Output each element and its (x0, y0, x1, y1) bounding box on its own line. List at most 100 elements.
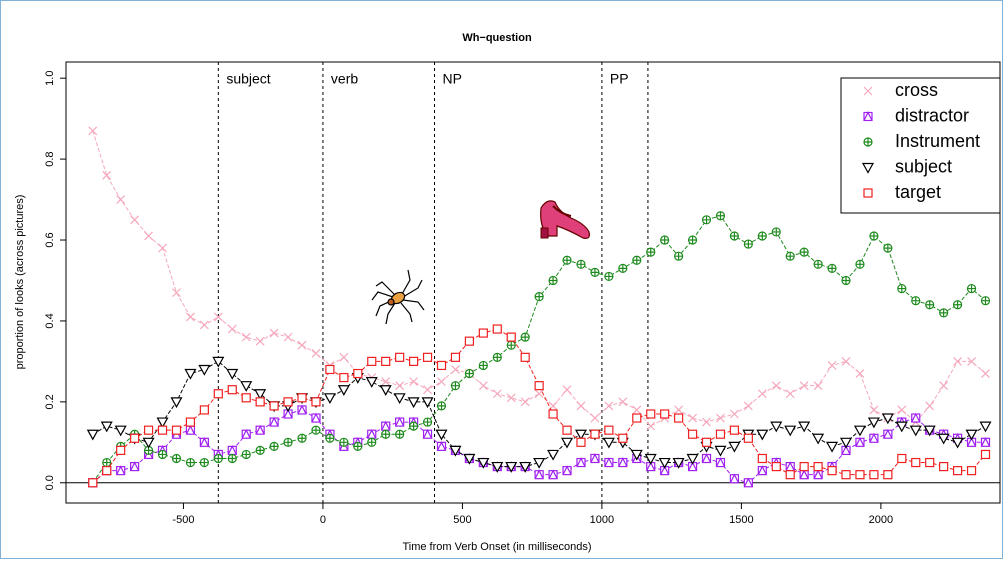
data-point (646, 421, 656, 431)
data-point (979, 421, 992, 433)
data-point (240, 381, 253, 392)
marker-part (980, 449, 991, 460)
data-point (492, 352, 502, 362)
marker-part (226, 368, 239, 380)
data-point (185, 424, 196, 435)
data-point (826, 441, 839, 453)
data-point (853, 425, 866, 437)
data-point (381, 420, 391, 431)
marker-part (213, 312, 223, 322)
marker-part (436, 360, 447, 371)
data-point (716, 413, 725, 423)
marker-part (86, 429, 99, 441)
marker-part (604, 457, 614, 467)
data-point (436, 441, 447, 451)
data-point (674, 405, 684, 415)
data-point (911, 457, 921, 468)
data-point (897, 405, 907, 415)
data-point (548, 275, 558, 286)
marker-part (549, 276, 558, 285)
marker-part (618, 264, 627, 273)
marker-part (909, 425, 922, 437)
marker-part (897, 284, 906, 293)
marker-part (562, 425, 572, 435)
data-point (770, 421, 783, 433)
series-line (92, 409, 986, 484)
marker-part (88, 478, 98, 488)
marker-part (254, 389, 267, 400)
marker-part (576, 457, 586, 467)
marker-part (241, 428, 251, 439)
data-point (114, 425, 127, 437)
marker-part (771, 461, 781, 472)
marker-part (493, 353, 502, 362)
marker-part (863, 188, 873, 198)
marker-part (715, 429, 726, 439)
data-point (269, 416, 279, 427)
data-point (311, 425, 321, 435)
data-point (269, 401, 279, 411)
data-point (408, 421, 419, 431)
data-point (144, 231, 154, 241)
data-point (422, 428, 433, 439)
legend-label: cross (895, 80, 938, 100)
data-point (925, 401, 935, 411)
data-point (576, 259, 586, 269)
data-point (212, 356, 225, 368)
marker-part (756, 429, 769, 441)
data-point (701, 437, 712, 447)
marker-part (157, 425, 168, 435)
marker-part (339, 352, 349, 362)
data-point (534, 389, 544, 399)
marker-part (842, 276, 851, 285)
data-point (199, 320, 209, 330)
marker-part (381, 356, 391, 366)
data-point (227, 445, 237, 456)
marker-part (297, 393, 307, 403)
marker-part (590, 429, 600, 439)
marker-part (158, 450, 167, 459)
data-point (255, 445, 265, 456)
data-point (464, 336, 474, 346)
marker-part (770, 421, 783, 433)
data-point (799, 469, 809, 480)
data-point (339, 437, 349, 447)
marker-part (826, 441, 839, 453)
data-point (199, 436, 209, 447)
data-point (381, 429, 391, 439)
data-point (185, 457, 196, 468)
data-point (827, 466, 837, 476)
marker-part (864, 138, 872, 146)
marker-part (937, 433, 950, 445)
marker-part (798, 421, 811, 433)
marker-part (200, 458, 209, 467)
data-point (618, 263, 628, 273)
data-point (855, 369, 865, 378)
legend-marker (863, 137, 873, 147)
data-point (660, 409, 670, 419)
data-point (729, 409, 739, 419)
marker-part (855, 260, 864, 269)
data-point (590, 453, 600, 464)
data-point (561, 437, 574, 449)
phase-label: PP (610, 71, 629, 87)
marker-part (422, 352, 433, 362)
data-point (421, 397, 434, 409)
data-point (463, 453, 476, 465)
data-point (548, 469, 558, 480)
data-point (799, 247, 809, 257)
marker-part (646, 248, 655, 257)
marker-part (199, 436, 209, 447)
marker-part (227, 445, 237, 455)
marker-part (130, 461, 140, 471)
data-point (925, 457, 935, 468)
data-point (785, 251, 795, 261)
marker-part (325, 364, 335, 375)
y-tick-label: 0.8 (44, 151, 56, 166)
marker-part (716, 211, 725, 220)
marker-part (814, 260, 823, 269)
marker-part (172, 454, 181, 463)
marker-part (674, 413, 684, 423)
marker-part (186, 458, 195, 467)
